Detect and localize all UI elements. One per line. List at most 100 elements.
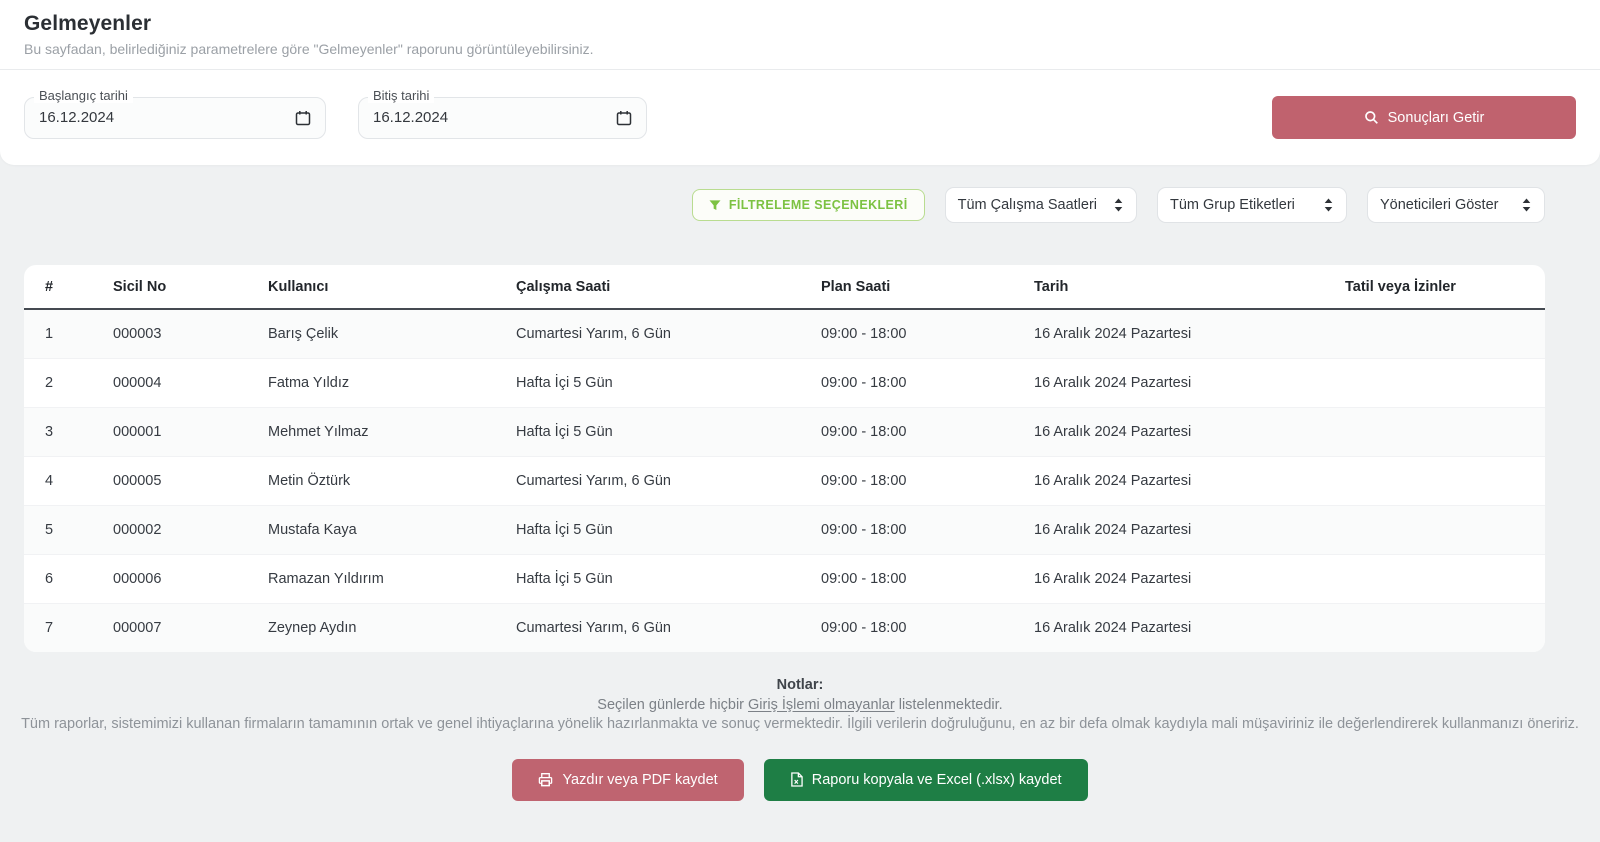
cell-working-hours: Hafta İçi 5 Gün	[508, 407, 813, 457]
cell-holidays	[1337, 554, 1545, 604]
cell-date: 16 Aralık 2024 Pazartesi	[1034, 620, 1192, 636]
end-date-label: Bitiş tarihi	[368, 87, 435, 103]
cell-user: Fatma Yıldız	[260, 358, 508, 408]
cell-working-hours: Hafta İçi 5 Gün	[508, 554, 813, 604]
page-title: Gelmeyenler	[24, 12, 152, 35]
cell-date: 16 Aralık 2024 Pazartesi	[1026, 309, 1337, 359]
notes-line-2: Tüm raporlar, sistemimizi kullanan firma…	[21, 716, 1579, 732]
header-working-hours: Çalışma Saati	[508, 265, 813, 310]
working-hours-selected-value: Tüm Çalışma Saatleri	[957, 197, 1097, 213]
cell-plan-hours: 09:00 - 18:00	[813, 554, 1026, 604]
file-excel-icon	[790, 772, 803, 787]
cell-index: 3	[24, 407, 105, 457]
cell-index: 4	[24, 456, 105, 506]
cell-sicil-no: 000001	[105, 407, 260, 457]
table-row: 2 000004 Fatma Yıldız Hafta İçi 5 Gün 09…	[24, 358, 1545, 408]
cell-date: 16 Aralık 2024 Pazartesi	[1026, 554, 1337, 604]
start-date-input[interactable]: 16.12.2024	[24, 96, 326, 139]
page-subtitle: Bu sayfadan, belirlediğiniz parametreler…	[24, 41, 594, 57]
page-header: Gelmeyenler Bu sayfadan, belirlediğiniz …	[0, 0, 1600, 165]
report-table-card: # Sicil No Kullanıcı Çalışma Saati Plan …	[24, 265, 1545, 652]
header-holidays: Tatil veya İzinler	[1337, 265, 1545, 310]
cell-plan-hours: 09:00 - 18:00	[821, 620, 907, 636]
end-date-value: 16.12.2024	[373, 109, 449, 126]
cell-user: Zeynep Aydın	[268, 620, 357, 636]
start-date-field: Başlangıç tarihi 16.12.2024	[24, 87, 326, 139]
cell-date: 16 Aralık 2024 Pazartesi	[1026, 358, 1337, 408]
cell-index: 7	[45, 620, 54, 636]
table-row: 4 000005 Metin Öztürk Cumartesi Yarım, 6…	[24, 456, 1545, 506]
calendar-icon[interactable]	[295, 110, 311, 126]
notes-line1-prefix: Seçilen günlerde hiçbir	[597, 696, 749, 713]
header-sicil-no: Sicil No	[105, 265, 260, 310]
printer-icon	[538, 772, 553, 787]
notes-line1-underlined: Giriş İşlemi olmayanlar	[748, 696, 895, 713]
group-tags-select[interactable]: Tüm Grup Etiketleri	[1157, 187, 1347, 223]
notes-line-1: Seçilen günlerde hiçbir Giriş İşlemi olm…	[0, 696, 1600, 715]
cell-date: 16 Aralık 2024 Pazartesi	[1026, 407, 1337, 457]
cell-index: 6	[24, 554, 105, 604]
cell-index: 1	[24, 309, 105, 359]
cell-holidays	[1337, 407, 1545, 457]
table-row: 3 000001 Mehmet Yılmaz Hafta İçi 5 Gün 0…	[24, 407, 1545, 457]
cell-user: Metin Öztürk	[260, 456, 508, 506]
table-header-row: # Sicil No Kullanıcı Çalışma Saati Plan …	[24, 265, 1545, 310]
cell-holidays	[1337, 456, 1545, 506]
header-plan-hours: Plan Saati	[813, 265, 1026, 310]
up-down-arrows-icon	[1113, 198, 1124, 212]
absentees-table: # Sicil No Kullanıcı Çalışma Saati Plan …	[24, 265, 1545, 652]
search-icon	[1364, 110, 1379, 125]
cell-sicil-no: 000003	[105, 309, 260, 359]
cell-user: Ramazan Yıldırım	[260, 554, 508, 604]
cell-holidays	[1337, 309, 1545, 359]
cell-index: 2	[24, 358, 105, 408]
cell-user: Mustafa Kaya	[260, 505, 508, 555]
table-row: 7 000007 Zeynep Aydın Cumartesi Yarım, 6…	[24, 603, 1545, 653]
header-user: Kullanıcı	[260, 265, 508, 310]
cell-sicil-no: 000004	[105, 358, 260, 408]
header-date: Tarih	[1026, 265, 1337, 310]
table-row: 5 000002 Mustafa Kaya Hafta İçi 5 Gün 09…	[24, 505, 1545, 555]
cell-user: Mehmet Yılmaz	[260, 407, 508, 457]
cell-sicil-no: 000002	[105, 505, 260, 555]
cell-plan-hours: 09:00 - 18:00	[813, 505, 1026, 555]
report-actions: Yazdır veya PDF kaydet Raporu kopyala ve…	[0, 758, 1600, 801]
filter-options-label: FİLTRELEME SEÇENEKLERİ	[728, 198, 908, 212]
copy-excel-label: Raporu kopyala ve Excel (.xlsx) kaydet	[811, 771, 1062, 788]
header-index: #	[24, 265, 105, 310]
cell-plan-hours: 09:00 - 18:00	[813, 309, 1026, 359]
cell-sicil-no: 000007	[113, 620, 162, 636]
cell-working-hours: Cumartesi Yarım, 6 Gün	[516, 620, 671, 636]
working-hours-select[interactable]: Tüm Çalışma Saatleri	[944, 187, 1137, 223]
header-divider	[0, 69, 1600, 70]
end-date-input[interactable]: 16.12.2024	[358, 96, 647, 139]
cell-sicil-no: 000005	[105, 456, 260, 506]
cell-working-hours: Hafta İçi 5 Gün	[508, 505, 813, 555]
filters-toolbar: FİLTRELEME SEÇENEKLERİ Tüm Çalışma Saatl…	[24, 187, 1545, 223]
copy-excel-button[interactable]: Raporu kopyala ve Excel (.xlsx) kaydet	[763, 758, 1088, 801]
print-pdf-label: Yazdır veya PDF kaydet	[562, 771, 718, 788]
managers-select[interactable]: Yöneticileri Göster	[1367, 187, 1545, 223]
notes-line1-suffix: listelenmektedir.	[894, 696, 1003, 713]
calendar-icon[interactable]	[616, 110, 632, 126]
start-date-label: Başlangıç tarihi	[34, 87, 133, 103]
fetch-results-button[interactable]: Sonuçları Getir	[1272, 96, 1576, 139]
end-date-field: Bitiş tarihi 16.12.2024	[358, 87, 647, 139]
filter-options-button[interactable]: FİLTRELEME SEÇENEKLERİ	[691, 189, 925, 221]
up-down-arrows-icon	[1323, 198, 1334, 212]
print-pdf-button[interactable]: Yazdır veya PDF kaydet	[512, 758, 744, 801]
notes-section: Notlar: Seçilen günlerde hiçbir Giriş İş…	[0, 676, 1600, 734]
cell-user: Barış Çelik	[260, 309, 508, 359]
table-row: 1 000003 Barış Çelik Cumartesi Yarım, 6 …	[24, 309, 1545, 359]
cell-date: 16 Aralık 2024 Pazartesi	[1026, 456, 1337, 506]
cell-index: 5	[24, 505, 105, 555]
cell-plan-hours: 09:00 - 18:00	[813, 456, 1026, 506]
date-filters-row: Başlangıç tarihi 16.12.2024 Bitiş tarihi…	[24, 70, 1576, 165]
start-date-value: 16.12.2024	[39, 109, 115, 126]
table-row: 6 000006 Ramazan Yıldırım Hafta İçi 5 Gü…	[24, 554, 1545, 604]
cell-sicil-no: 000006	[105, 554, 260, 604]
cell-working-hours: Cumartesi Yarım, 6 Gün	[508, 309, 813, 359]
cell-working-hours: Hafta İçi 5 Gün	[508, 358, 813, 408]
up-down-arrows-icon	[1521, 198, 1532, 212]
cell-holidays	[1337, 604, 1545, 653]
